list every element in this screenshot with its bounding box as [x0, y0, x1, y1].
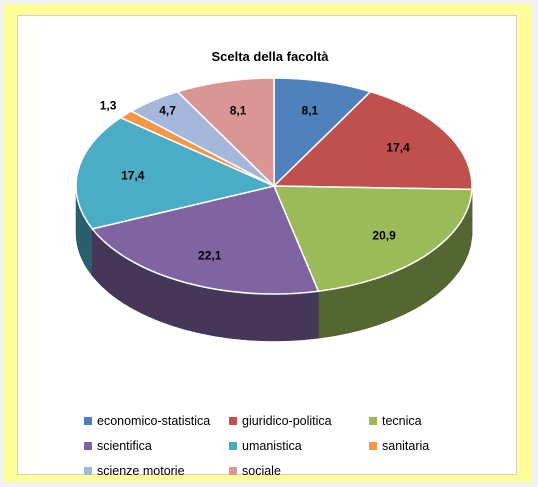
chart-frame: Scelta della facoltà 8,1 17,4 20,9 22,1 17,4… — [4, 4, 532, 482]
data-label-tecnica: 20,9 — [372, 228, 396, 242]
data-label-scientifica: 22,1 — [198, 248, 222, 262]
legend-swatch — [229, 416, 237, 425]
legend-item-scienze-motorie: scienze motorie — [84, 463, 229, 478]
data-label-scienze-motorie: 4,7 — [159, 104, 176, 118]
chart-legend: economico-statistica giuridico-politica te… — [84, 413, 484, 478]
pie-slice-tecnica — [273, 185, 473, 292]
chart-area: Scelta della facoltà 8,1 17,4 20,9 22,1 17,4… — [17, 15, 517, 478]
legend-label: scientifica — [97, 438, 152, 453]
pie-slice-giuridico-politica — [273, 90, 473, 191]
pie-slice-economico-statistica — [273, 77, 372, 187]
legend-label: sociale — [242, 463, 281, 478]
legend-label: scienze motorie — [97, 463, 185, 478]
legend-swatch — [84, 466, 92, 475]
legend-swatch — [369, 416, 377, 425]
legend-label: sanitaria — [382, 438, 430, 453]
chart-title: Scelta della facoltà — [211, 49, 329, 64]
data-label-umanistica: 17,4 — [121, 168, 145, 182]
legend-swatch — [84, 416, 92, 425]
pie-chart: Scelta della facoltà 8,1 17,4 20,9 22,1 17,4… — [75, 49, 473, 342]
pie-slice-scientifica — [91, 185, 320, 295]
legend-item-sociale: sociale — [229, 463, 369, 478]
data-label-giuridico-politica: 17,4 — [386, 141, 410, 155]
pie-slice-umanistica — [75, 116, 275, 230]
data-label-sanitaria: 1,3 — [100, 99, 117, 113]
legend-item-scientifica: scientifica — [84, 438, 229, 453]
data-label-sociale: 8,1 — [230, 104, 247, 118]
legend-label: umanistica — [242, 438, 302, 453]
legend-item-umanistica: umanistica — [229, 438, 369, 453]
legend-item-sanitaria: sanitaria — [369, 438, 469, 453]
legend-swatch — [84, 441, 92, 450]
legend-label: giuridico-politica — [242, 413, 332, 428]
legend-item-tecnica: tecnica — [369, 413, 469, 428]
legend-label: tecnica — [382, 413, 422, 428]
legend-swatch — [369, 441, 377, 450]
legend-item-economico-statistica: economico-statistica — [84, 413, 229, 428]
pie-slice-sociale — [176, 77, 275, 187]
data-label-economico-statistica: 8,1 — [302, 104, 319, 118]
legend-label: economico-statistica — [97, 413, 211, 428]
legend-item-giuridico-politica: giuridico-politica — [229, 413, 369, 428]
legend-swatch — [229, 466, 237, 475]
legend-swatch — [229, 441, 237, 450]
